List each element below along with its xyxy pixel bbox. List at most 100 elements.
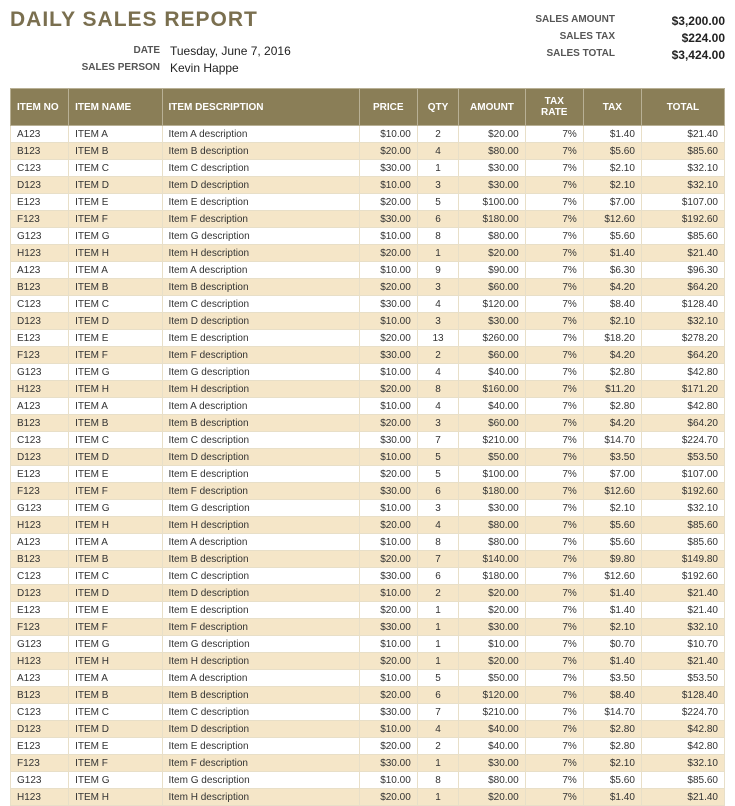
cell-total: $85.60	[641, 228, 724, 245]
cell-amount: $60.00	[459, 415, 525, 432]
cell-itemno: G123	[11, 364, 69, 381]
cell-desc: Item C description	[162, 432, 359, 449]
cell-total: $32.10	[641, 313, 724, 330]
report-title: DAILY SALES REPORT	[10, 8, 495, 32]
cell-total: $96.30	[641, 262, 724, 279]
cell-tax: $5.60	[583, 517, 641, 534]
cell-total: $64.20	[641, 279, 724, 296]
cell-qty: 6	[417, 568, 459, 585]
cell-price: $30.00	[359, 619, 417, 636]
cell-amount: $30.00	[459, 160, 525, 177]
cell-price: $10.00	[359, 364, 417, 381]
cell-desc: Item D description	[162, 313, 359, 330]
cell-price: $10.00	[359, 126, 417, 143]
cell-qty: 1	[417, 619, 459, 636]
cell-qty: 7	[417, 432, 459, 449]
table-row: C123ITEM CItem C description$30.006$180.…	[11, 568, 725, 585]
col-desc: ITEM DESCRIPTION	[162, 89, 359, 126]
cell-taxrate: 7%	[525, 738, 583, 755]
cell-amount: $60.00	[459, 347, 525, 364]
cell-itemname: ITEM E	[69, 194, 162, 211]
cell-itemno: F123	[11, 483, 69, 500]
cell-itemno: B123	[11, 415, 69, 432]
cell-amount: $80.00	[459, 228, 525, 245]
cell-taxrate: 7%	[525, 126, 583, 143]
table-row: C123ITEM CItem C description$30.007$210.…	[11, 704, 725, 721]
cell-tax: $2.10	[583, 500, 641, 517]
cell-price: $20.00	[359, 687, 417, 704]
table-row: B123ITEM BItem B description$20.004$80.0…	[11, 143, 725, 160]
cell-itemno: G123	[11, 228, 69, 245]
cell-qty: 2	[417, 585, 459, 602]
cell-qty: 1	[417, 160, 459, 177]
cell-qty: 2	[417, 347, 459, 364]
cell-itemno: F123	[11, 211, 69, 228]
table-row: H123ITEM HItem H description$20.001$20.0…	[11, 245, 725, 262]
cell-taxrate: 7%	[525, 585, 583, 602]
cell-price: $30.00	[359, 568, 417, 585]
cell-taxrate: 7%	[525, 483, 583, 500]
salesperson-value: Kevin Happe	[170, 61, 239, 75]
cell-tax: $4.20	[583, 415, 641, 432]
cell-desc: Item E description	[162, 194, 359, 211]
cell-total: $149.80	[641, 551, 724, 568]
cell-itemname: ITEM B	[69, 279, 162, 296]
cell-taxrate: 7%	[525, 432, 583, 449]
cell-amount: $20.00	[459, 602, 525, 619]
cell-price: $20.00	[359, 381, 417, 398]
cell-desc: Item D description	[162, 177, 359, 194]
cell-itemname: ITEM F	[69, 347, 162, 364]
cell-qty: 4	[417, 364, 459, 381]
cell-tax: $1.40	[583, 789, 641, 806]
summary-amount-label: SALES AMOUNT	[535, 14, 635, 28]
cell-qty: 13	[417, 330, 459, 347]
cell-qty: 5	[417, 194, 459, 211]
cell-itemname: ITEM G	[69, 636, 162, 653]
cell-taxrate: 7%	[525, 313, 583, 330]
cell-tax: $8.40	[583, 687, 641, 704]
table-row: B123ITEM BItem B description$20.007$140.…	[11, 551, 725, 568]
cell-taxrate: 7%	[525, 296, 583, 313]
cell-price: $20.00	[359, 789, 417, 806]
cell-total: $32.10	[641, 177, 724, 194]
cell-qty: 4	[417, 517, 459, 534]
table-row: A123ITEM AItem A description$10.009$90.0…	[11, 262, 725, 279]
table-row: E123ITEM EItem E description$20.002$40.0…	[11, 738, 725, 755]
cell-price: $20.00	[359, 602, 417, 619]
table-row: F123ITEM FItem F description$30.006$180.…	[11, 483, 725, 500]
cell-itemno: B123	[11, 279, 69, 296]
cell-amount: $50.00	[459, 449, 525, 466]
cell-itemno: D123	[11, 449, 69, 466]
cell-tax: $5.60	[583, 772, 641, 789]
cell-qty: 4	[417, 143, 459, 160]
cell-total: $32.10	[641, 619, 724, 636]
cell-price: $10.00	[359, 721, 417, 738]
cell-tax: $14.70	[583, 704, 641, 721]
cell-itemno: A123	[11, 670, 69, 687]
cell-qty: 9	[417, 262, 459, 279]
cell-itemno: D123	[11, 585, 69, 602]
cell-amount: $30.00	[459, 177, 525, 194]
cell-tax: $4.20	[583, 347, 641, 364]
cell-total: $128.40	[641, 687, 724, 704]
cell-taxrate: 7%	[525, 636, 583, 653]
cell-qty: 8	[417, 381, 459, 398]
cell-desc: Item A description	[162, 670, 359, 687]
cell-price: $20.00	[359, 653, 417, 670]
table-header: ITEM NO ITEM NAME ITEM DESCRIPTION PRICE…	[11, 89, 725, 126]
cell-taxrate: 7%	[525, 687, 583, 704]
cell-qty: 1	[417, 602, 459, 619]
cell-taxrate: 7%	[525, 772, 583, 789]
table-row: A123ITEM AItem A description$10.004$40.0…	[11, 398, 725, 415]
cell-amount: $40.00	[459, 738, 525, 755]
cell-taxrate: 7%	[525, 228, 583, 245]
cell-amount: $40.00	[459, 364, 525, 381]
cell-price: $10.00	[359, 449, 417, 466]
table-row: H123ITEM HItem H description$20.001$20.0…	[11, 653, 725, 670]
cell-itemno: G123	[11, 636, 69, 653]
cell-taxrate: 7%	[525, 704, 583, 721]
cell-itemno: H123	[11, 245, 69, 262]
cell-tax: $1.40	[583, 585, 641, 602]
cell-desc: Item C description	[162, 704, 359, 721]
cell-desc: Item G description	[162, 228, 359, 245]
